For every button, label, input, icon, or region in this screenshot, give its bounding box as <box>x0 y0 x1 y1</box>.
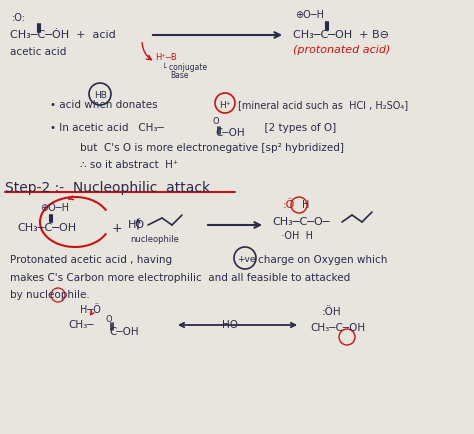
Text: [2 types of O]: [2 types of O] <box>258 123 336 133</box>
Text: H⁺: H⁺ <box>219 101 230 109</box>
Text: by nucleophile.: by nucleophile. <box>10 290 90 300</box>
Text: └ conjugate: └ conjugate <box>162 62 207 72</box>
Text: +ve: +ve <box>237 256 255 264</box>
Text: ∴ so it abstract  H⁺: ∴ so it abstract H⁺ <box>80 160 178 170</box>
Text: H⁺─B: H⁺─B <box>155 53 177 62</box>
Text: CH₃─C─OH: CH₃─C─OH <box>310 323 365 333</box>
Text: ⊕O─H: ⊕O─H <box>295 10 324 20</box>
Text: Base: Base <box>170 70 189 79</box>
Text: • In acetic acid   CH₃─: • In acetic acid CH₃─ <box>50 123 164 133</box>
Text: ⊕O─H: ⊕O─H <box>40 203 69 213</box>
Text: :O:: :O: <box>12 13 26 23</box>
Text: [mineral acid such as  HCl , H₂SO₄]: [mineral acid such as HCl , H₂SO₄] <box>238 100 408 110</box>
Text: C─OH: C─OH <box>109 327 138 337</box>
Text: H─Ö: H─Ö <box>80 305 101 315</box>
Text: H: H <box>302 200 310 210</box>
Text: O: O <box>213 118 219 126</box>
Text: C─OH: C─OH <box>215 128 245 138</box>
Text: nucleophile: nucleophile <box>130 236 179 244</box>
Text: HB: HB <box>94 92 107 101</box>
Text: :ÖH: :ÖH <box>322 307 342 317</box>
Text: CH₃─C─O─: CH₃─C─O─ <box>272 217 329 227</box>
Text: CH₃─: CH₃─ <box>68 320 93 330</box>
Text: HȮ: HȮ <box>128 220 145 230</box>
Text: :Ö: :Ö <box>283 200 295 210</box>
Text: HO: HO <box>222 320 238 330</box>
Text: makes C̈'s Carbon more electrophilic  and all feasible to attacked: makes C̈'s Carbon more electrophilic and… <box>10 273 350 283</box>
Text: ·OH  H: ·OH H <box>272 231 313 241</box>
Text: CH₃─C─OH  + B⊖: CH₃─C─OH + B⊖ <box>293 30 389 40</box>
Text: CH₃─C─OH: CH₃─C─OH <box>17 223 76 233</box>
Text: acetic acid: acetic acid <box>10 47 66 57</box>
Text: CH₃─C─ȮH  +  acid: CH₃─C─ȮH + acid <box>10 30 116 40</box>
Text: charge on Oxygen which: charge on Oxygen which <box>258 255 387 265</box>
Text: +: + <box>112 221 123 234</box>
Text: Step-2 :-  Nucleophilic  attack: Step-2 :- Nucleophilic attack <box>5 181 210 195</box>
Text: O: O <box>106 316 113 325</box>
Text: • acid when donates: • acid when donates <box>50 100 158 110</box>
Text: (protonated acid): (protonated acid) <box>293 45 391 55</box>
Text: but  C̈'s O is more electronegative [sp² hybridized]: but C̈'s O is more electronegative [sp² … <box>80 143 344 153</box>
Text: Protonated acetic acid , having: Protonated acetic acid , having <box>10 255 172 265</box>
